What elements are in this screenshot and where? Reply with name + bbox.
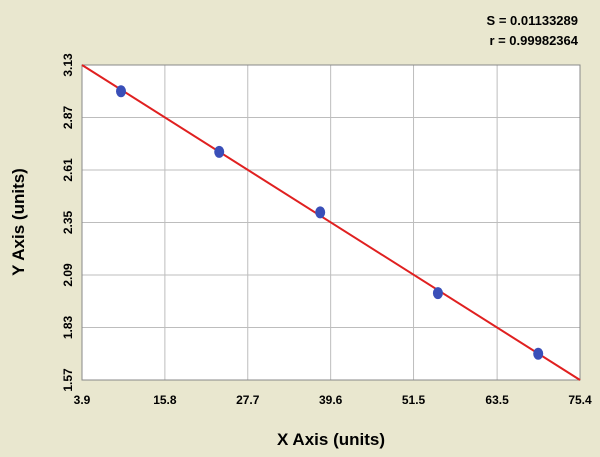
- x-tick-label: 27.7: [236, 393, 260, 407]
- x-axis-label: X Axis (units): [277, 430, 385, 449]
- annotation: S = 0.01133289: [487, 13, 578, 28]
- y-tick-label: 2.09: [61, 263, 75, 287]
- fit-line: [81, 64, 581, 381]
- x-tick-label: 63.5: [485, 393, 509, 407]
- y-tick-label: 2.87: [61, 105, 75, 129]
- y-tick-label: 1.83: [61, 315, 75, 339]
- x-tick-label: 39.6: [319, 393, 343, 407]
- x-tick-label: 15.8: [153, 393, 177, 407]
- plot-border: [81, 64, 581, 381]
- y-tick-label: 3.13: [61, 53, 75, 77]
- data-point: [432, 287, 443, 300]
- y-tick-label: 2.61: [61, 158, 75, 182]
- y-axis-label: Y Axis (units): [9, 168, 28, 276]
- annotation: r = 0.99982364: [489, 33, 578, 48]
- y-tick-label: 2.35: [61, 210, 75, 234]
- x-tick-label: 51.5: [402, 393, 426, 407]
- data-point: [214, 145, 225, 158]
- data-point: [116, 85, 127, 98]
- y-tick-label: 1.57: [61, 368, 75, 392]
- x-tick-label: 75.4: [568, 393, 592, 407]
- data-point: [533, 347, 544, 360]
- data-point: [315, 206, 326, 219]
- x-tick-label: 3.9: [74, 393, 91, 407]
